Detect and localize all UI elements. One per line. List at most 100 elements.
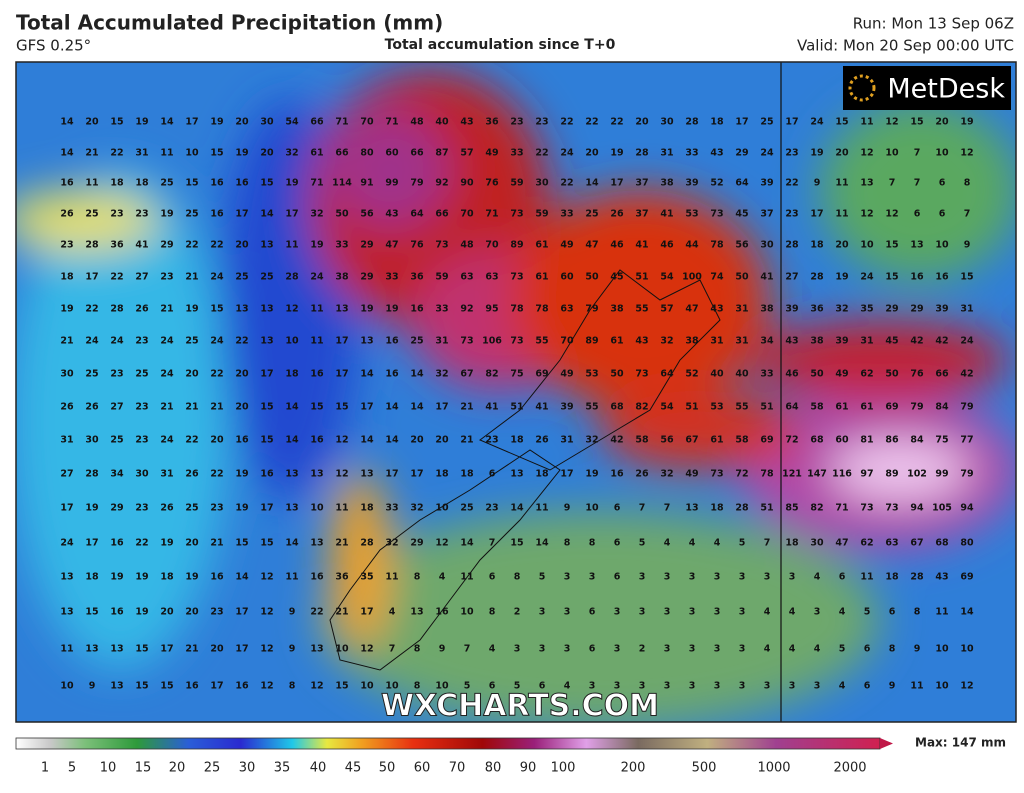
grid-value: 28 (110, 304, 124, 315)
grid-value: 39 (835, 336, 848, 347)
grid-value: 42 (960, 369, 973, 380)
grid-value: 11 (310, 304, 323, 315)
grid-value: 8 (514, 572, 521, 583)
grid-value: 15 (910, 117, 923, 128)
grid-value: 3 (739, 607, 746, 618)
grid-value: 13 (360, 469, 373, 480)
grid-value: 87 (435, 148, 448, 159)
grid-value: 73 (710, 469, 723, 480)
grid-value: 82 (810, 503, 823, 514)
grid-value: 75 (935, 435, 948, 446)
grid-value: 14 (285, 402, 299, 413)
grid-value: 26 (185, 469, 199, 480)
grid-value: 11 (935, 607, 948, 618)
grid-value: 15 (885, 272, 898, 283)
grid-value: 4 (664, 538, 671, 549)
grid-value: 20 (260, 148, 274, 159)
grid-value: 58 (810, 402, 824, 413)
grid-value: 19 (185, 572, 198, 583)
grid-value: 19 (135, 572, 148, 583)
grid-value: 7 (889, 178, 896, 189)
grid-value: 3 (739, 572, 746, 583)
grid-value: 100 (682, 272, 702, 283)
grid-value: 29 (885, 304, 898, 315)
grid-value: 11 (860, 572, 873, 583)
grid-value: 61 (610, 336, 623, 347)
grid-value: 29 (160, 240, 173, 251)
grid-value: 63 (460, 272, 473, 283)
grid-value: 52 (710, 178, 723, 189)
grid-value: 15 (110, 117, 123, 128)
grid-value: 43 (385, 209, 398, 220)
grid-value: 39 (785, 304, 798, 315)
grid-value: 18 (160, 572, 174, 583)
grid-value: 14 (960, 607, 974, 618)
grid-value: 25 (160, 178, 173, 189)
colorbar-label: 5 (68, 761, 76, 776)
grid-value: 12 (260, 572, 273, 583)
grid-value: 63 (485, 272, 498, 283)
grid-value: 66 (410, 148, 424, 159)
grid-value: 30 (60, 369, 74, 380)
grid-value: 22 (610, 117, 623, 128)
grid-value: 42 (910, 336, 923, 347)
grid-value: 6 (589, 607, 596, 618)
grid-value: 13 (60, 607, 73, 618)
colorbar-label: 20 (169, 761, 186, 776)
grid-value: 3 (614, 644, 621, 655)
grid-value: 10 (335, 644, 349, 655)
grid-value: 32 (660, 469, 673, 480)
grid-value: 20 (835, 148, 849, 159)
grid-value: 89 (510, 240, 523, 251)
grid-value: 23 (135, 336, 148, 347)
grid-value: 40 (435, 117, 449, 128)
grid-value: 27 (110, 402, 123, 413)
grid-value: 70 (360, 117, 374, 128)
grid-value: 6 (614, 572, 621, 583)
grid-value: 12 (435, 538, 448, 549)
grid-value: 13 (310, 538, 323, 549)
grid-value: 20 (410, 435, 424, 446)
grid-value: 63 (885, 538, 898, 549)
grid-value: 58 (635, 435, 649, 446)
grid-value: 6 (939, 178, 946, 189)
grid-value: 17 (610, 178, 623, 189)
grid-value: 19 (310, 240, 323, 251)
grid-value: 51 (760, 503, 773, 514)
grid-value: 43 (710, 148, 723, 159)
grid-value: 18 (535, 469, 549, 480)
grid-value: 25 (85, 209, 98, 220)
grid-value: 4 (714, 538, 721, 549)
grid-value: 15 (185, 178, 198, 189)
grid-value: 14 (260, 209, 274, 220)
grid-value: 39 (760, 178, 773, 189)
grid-value: 13 (85, 644, 98, 655)
grid-value: 6 (614, 503, 621, 514)
grid-value: 71 (335, 117, 348, 128)
colorbar-label: 100 (551, 761, 576, 776)
grid-value: 11 (285, 240, 298, 251)
grid-value: 20 (235, 369, 249, 380)
grid-value: 2 (639, 644, 646, 655)
grid-value: 67 (685, 435, 698, 446)
grid-value: 4 (439, 572, 446, 583)
grid-value: 24 (960, 336, 974, 347)
grid-value: 8 (564, 538, 571, 549)
grid-value: 71 (385, 117, 398, 128)
grid-value: 25 (185, 209, 198, 220)
grid-value: 76 (485, 178, 499, 189)
grid-value: 13 (110, 644, 123, 655)
grid-value: 80 (960, 538, 974, 549)
grid-value: 9 (564, 503, 571, 514)
colorbar-label: 15 (135, 761, 152, 776)
grid-value: 13 (285, 503, 298, 514)
grid-value: 41 (485, 402, 498, 413)
grid-value: 33 (685, 148, 698, 159)
grid-value: 81 (860, 435, 873, 446)
grid-value: 50 (335, 209, 349, 220)
grid-value: 77 (960, 435, 973, 446)
grid-value: 15 (260, 538, 273, 549)
grid-value: 67 (460, 369, 473, 380)
grid-value: 12 (260, 607, 273, 618)
grid-value: 3 (764, 681, 771, 692)
